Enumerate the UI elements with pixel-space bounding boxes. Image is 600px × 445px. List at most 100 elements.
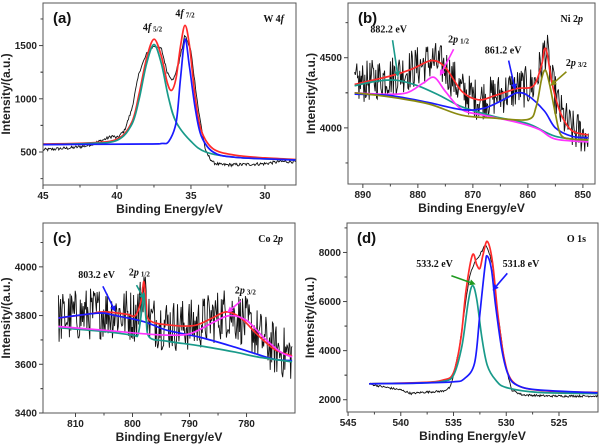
series-experimental (368, 244, 598, 398)
panel-title-main: W 4 (263, 14, 280, 25)
panel-title-main: O 1s (567, 234, 586, 245)
annotation-label-sub: 1/2 (460, 37, 469, 45)
panel-title: O 1s (567, 234, 586, 245)
plot-area (43, 24, 296, 168)
y-tick-label: 4000 (320, 123, 343, 134)
y-axis-label: Intensity/(a.u.) (304, 53, 318, 134)
series-experimental (57, 276, 293, 379)
x-tick-label: 790 (181, 419, 198, 430)
x-tick-label: 850 (575, 190, 592, 201)
annotation-label-sub: 3/2 (247, 289, 256, 297)
annotation-arrow (231, 300, 242, 310)
y-tick-label: 3800 (15, 311, 38, 322)
x-tick-label: 535 (445, 418, 462, 429)
series-experimental (354, 34, 589, 152)
panel-c: 810 800 790 780 3400 3600 3800 4000 Binding Ener… (0, 222, 296, 444)
panel-title-italic: p (577, 14, 583, 25)
annotation-label-sub: 1/2 (141, 270, 150, 278)
y-tick-label: 3400 (15, 409, 38, 420)
y-tick-label: 4500 (320, 53, 343, 64)
y-tick-label: 8000 (319, 248, 342, 259)
x-tick-label: 530 (498, 418, 515, 429)
annotation-arrow (554, 71, 567, 83)
plot-area (57, 276, 293, 379)
annotation-label: 2p 3/2 (566, 58, 587, 69)
x-tick-label: 870 (465, 190, 482, 201)
annotation-label-main: 533.2 eV (416, 259, 453, 270)
panel-label: (c) (53, 230, 71, 247)
annotation-label-main: 882.2 eV (370, 24, 407, 35)
annotation-arrowhead (510, 83, 517, 90)
x-tick-label: 880 (410, 190, 427, 201)
x-tick-label: 860 (520, 190, 537, 201)
plot-frame (346, 222, 599, 413)
annotation-label: 2p 3/2 (235, 286, 256, 297)
annotation-label-main: 4 (143, 23, 148, 34)
y-tick-label: 1000 (15, 94, 38, 105)
annotation-label: 533.2 eV (416, 259, 453, 270)
annotation-label: 531.8 eV (503, 259, 540, 270)
series-4f5/2-component (43, 43, 296, 161)
series-fit-envelope (43, 24, 296, 161)
x-tick-label: 540 (392, 418, 409, 429)
annotation-arrowhead (469, 279, 476, 286)
plot-frame (347, 2, 596, 185)
series-2p3/2 (58, 314, 293, 358)
annotation-arrowhead (110, 305, 116, 312)
annotation-label-italic: p (570, 58, 576, 69)
annotation-arrow (507, 60, 515, 85)
panel-title-main: Ni 2 (561, 14, 579, 25)
y-tick-label: 1500 (15, 41, 38, 52)
panel-title: Co 2p (258, 234, 283, 245)
annotation-arrow (441, 48, 455, 71)
x-axis-label: Binding Energy/eV (116, 430, 223, 444)
x-tick-label: 780 (238, 419, 255, 430)
plot-area (354, 34, 589, 152)
annotation-label-italic: p (452, 34, 458, 45)
annotation-label-main: 803.2 eV (78, 270, 115, 281)
annotation-arrowhead (394, 70, 401, 78)
annotation-arrow (495, 272, 508, 287)
series-4f7/2-component (43, 38, 296, 161)
panel-label: (b) (358, 10, 377, 27)
annotation-arrowhead (138, 293, 145, 300)
annotation-label: 2p 1/2 (129, 267, 150, 278)
x-tick-label: 35 (185, 191, 197, 202)
series-satellite-861.2 (354, 91, 589, 139)
x-tick-label: 800 (124, 419, 141, 430)
annotation-label-sub: 5/2 (153, 26, 162, 34)
annotation-arrow (391, 40, 398, 72)
annotation-label-main: 2 (448, 34, 453, 45)
annotation-label: 4f 7/2 (175, 8, 195, 19)
x-axis-label: Binding Energy/eV (419, 429, 526, 443)
annotation-label-sub: 7/2 (186, 11, 195, 19)
annotation-label-main: 2 (235, 286, 240, 297)
y-tick-label: 500 (20, 148, 37, 159)
y-tick-label: 2000 (319, 395, 342, 406)
annotation-arrowhead (439, 69, 446, 76)
series-2p1/2 (354, 76, 589, 143)
x-tick-label: 30 (259, 191, 271, 202)
annotation-label: 882.2 eV (370, 24, 407, 35)
annotation-arrowhead (227, 306, 234, 313)
series-fit-envelope (58, 280, 293, 357)
annotation-arrow (451, 275, 471, 284)
annotation-label-italic: p (239, 286, 245, 297)
annotation-arrowhead (492, 283, 499, 291)
panel-b: 890 880 870 860 850 4000 4500 Binding Energy/eV… (304, 2, 596, 215)
x-tick-label: 810 (67, 419, 84, 430)
panel-title-italic: p (277, 234, 283, 245)
annotation-label-main: 2 (566, 58, 571, 69)
annotation-arrow (135, 284, 143, 295)
annotation-label: 803.2 eV (78, 270, 115, 281)
y-tick-label: 4000 (319, 346, 342, 357)
plot-area (368, 240, 598, 398)
x-axis-label: Binding Energy/eV (116, 202, 223, 216)
x-tick-label: 545 (340, 418, 357, 429)
annotation-label-main: 861.2 eV (485, 46, 522, 57)
x-tick-label: 45 (37, 191, 49, 202)
panel-a: 45 40 35 30 500 1000 1500 Binding Energy/eV Inte… (0, 2, 297, 216)
annotation-label-main: 4 (175, 8, 180, 19)
annotation-label-sub: 3/2 (578, 61, 587, 69)
